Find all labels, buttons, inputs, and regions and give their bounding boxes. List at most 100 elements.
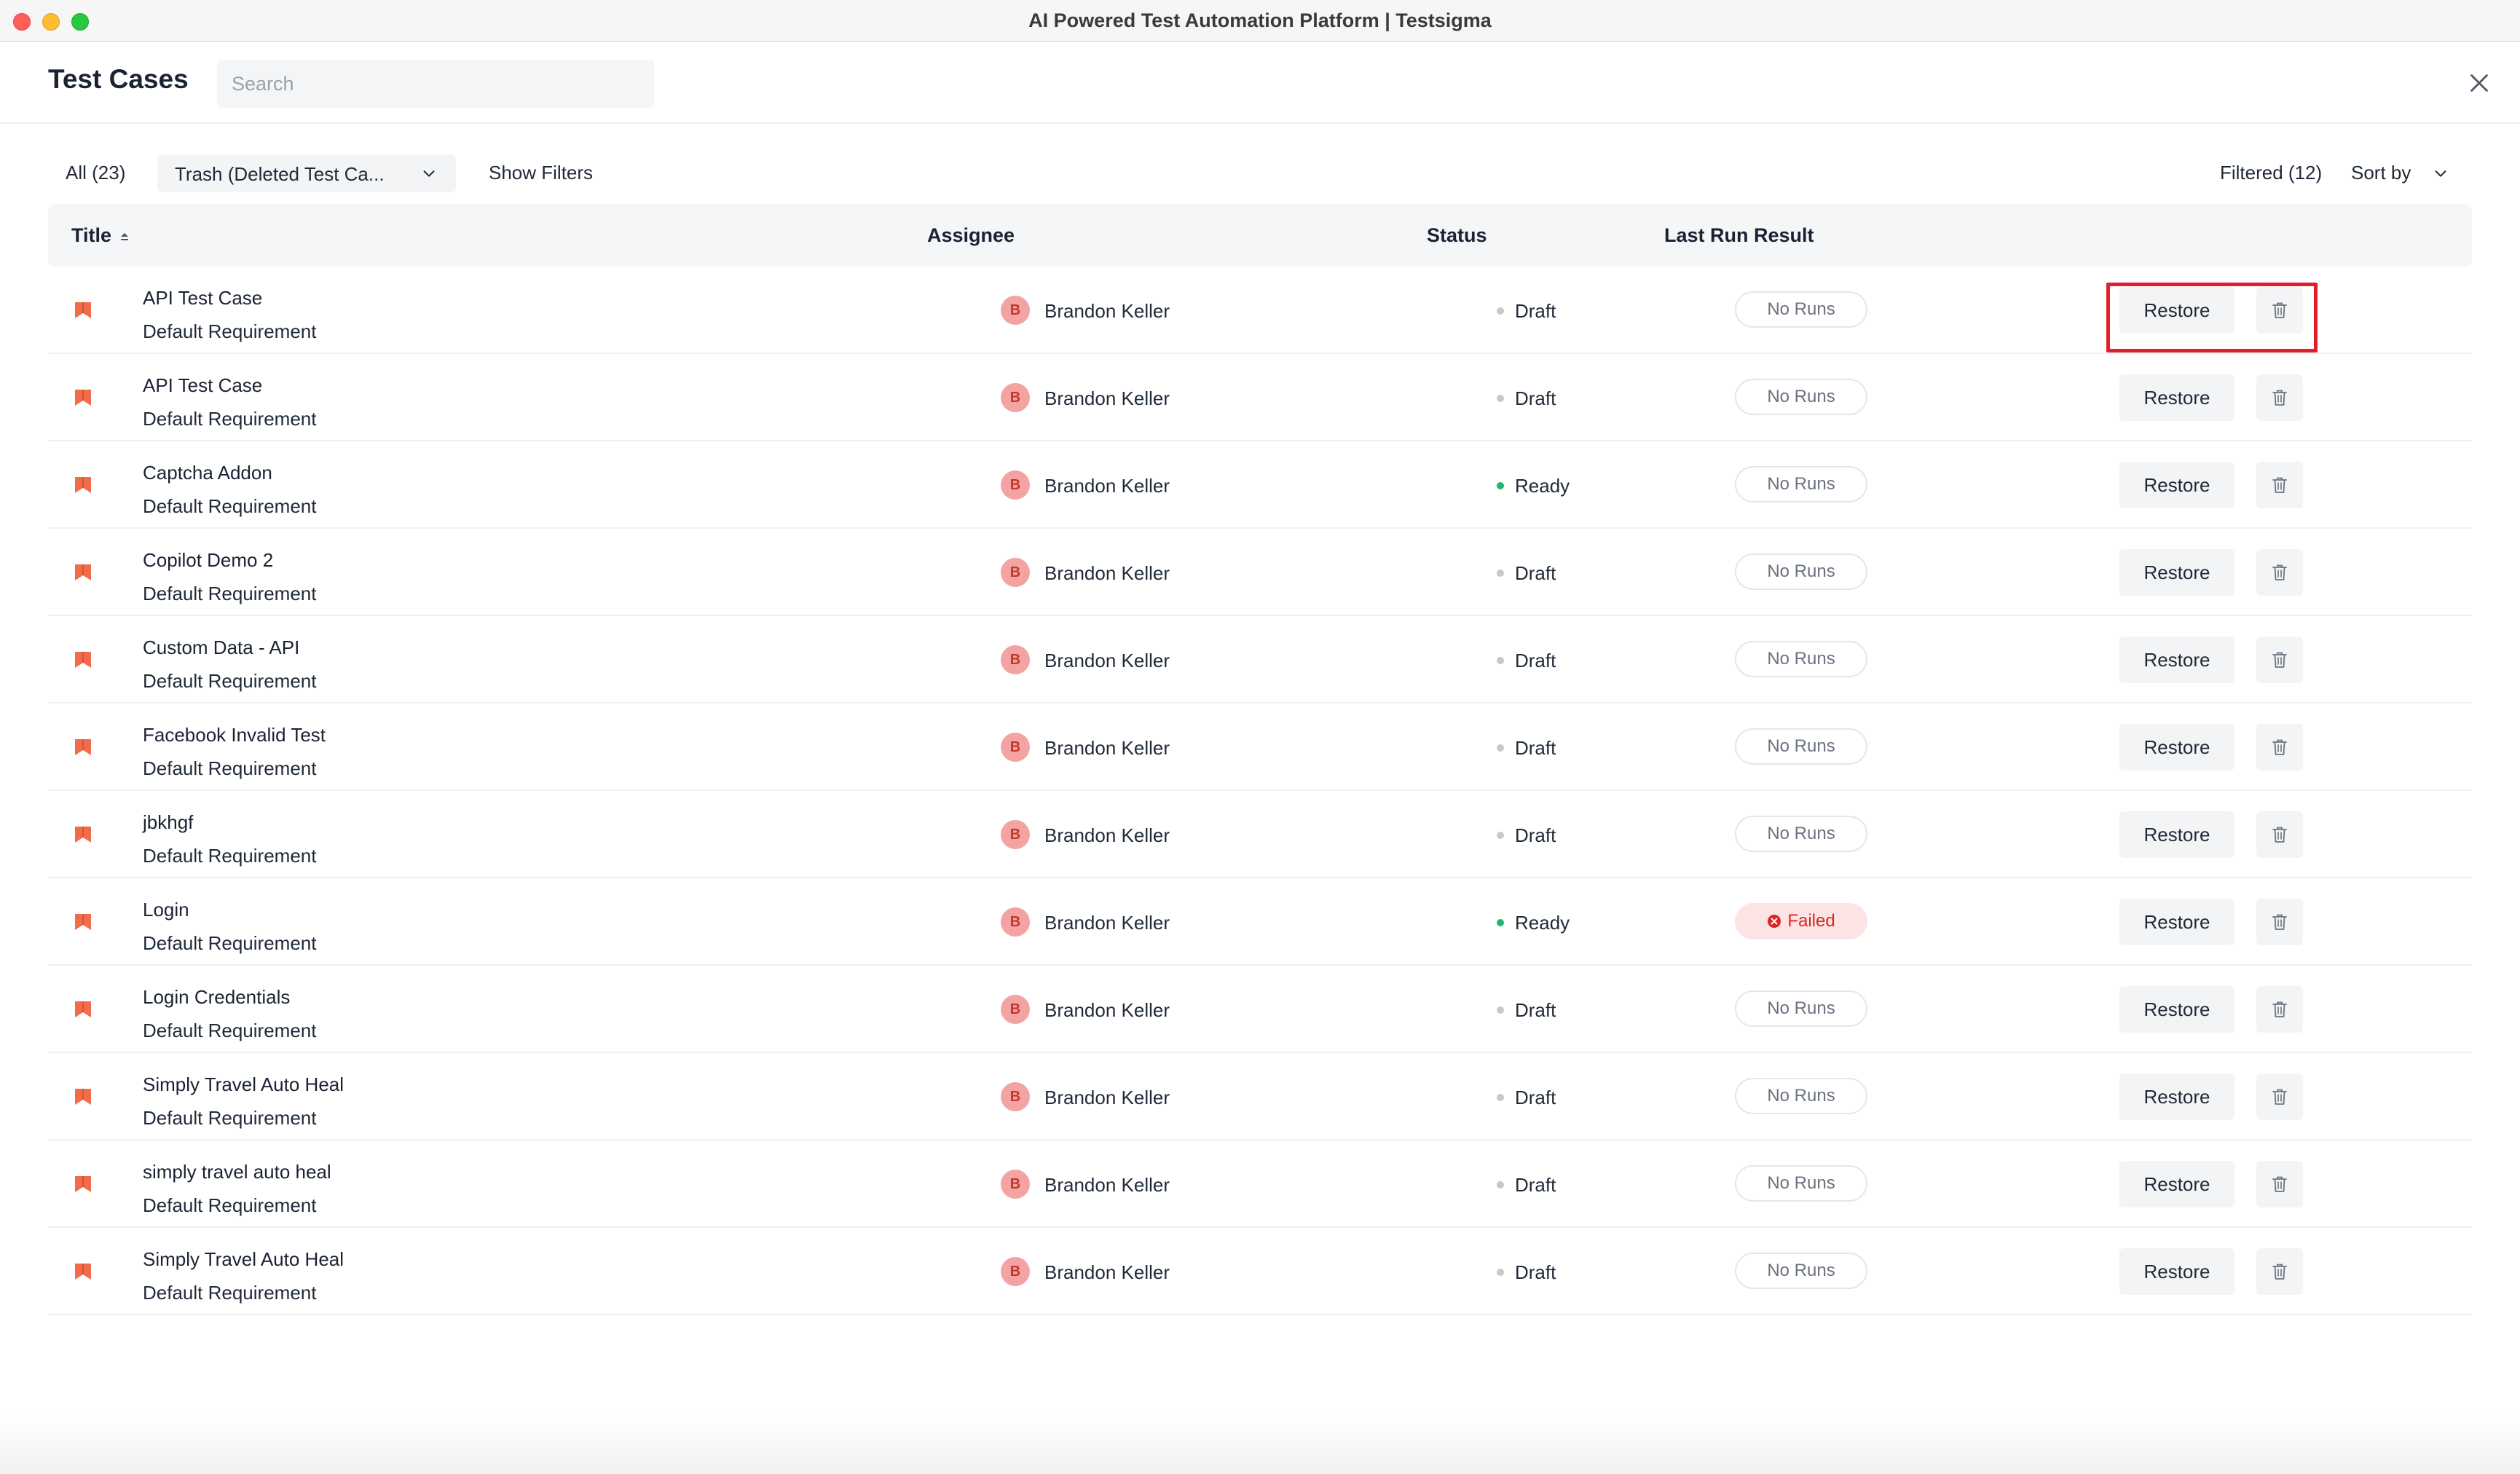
delete-button[interactable]: [2256, 549, 2303, 596]
close-icon[interactable]: [2466, 70, 2492, 96]
zoom-window-button[interactable]: [71, 13, 89, 31]
trash-icon: [2272, 477, 2287, 493]
avatar: B: [1001, 733, 1030, 762]
restore-button[interactable]: Restore: [2119, 1248, 2234, 1295]
restore-button[interactable]: Restore: [2119, 636, 2234, 683]
avatar: B: [1001, 995, 1030, 1024]
test-case-title[interactable]: Captcha Addon: [143, 462, 272, 484]
restore-button[interactable]: Restore: [2119, 1073, 2234, 1120]
assignee-name: Brandon Keller: [1044, 999, 1170, 1021]
sort-by-button[interactable]: Sort by: [2351, 162, 2411, 184]
delete-button[interactable]: [2256, 462, 2303, 508]
test-case-title[interactable]: API Test Case: [143, 374, 263, 396]
status-text: Draft: [1515, 562, 1556, 584]
show-filters-button[interactable]: Show Filters: [489, 162, 594, 184]
table-row[interactable]: Login Credentials Default Requirement B Bra…: [48, 966, 2472, 1053]
status-dot: [1497, 1006, 1504, 1014]
delete-button[interactable]: [2256, 287, 2303, 334]
chevron-down-icon[interactable]: [2433, 165, 2449, 181]
bookmark-icon: [75, 477, 91, 493]
delete-button[interactable]: [2256, 636, 2303, 683]
table-row[interactable]: jbkhgf Default Requirement B Brandon Keller…: [48, 791, 2472, 878]
test-case-requirement: Default Requirement: [143, 320, 317, 342]
view-select[interactable]: Trash (Deleted Test Ca...: [157, 154, 456, 192]
restore-button[interactable]: Restore: [2119, 374, 2234, 421]
sort-ascending-icon[interactable]: [117, 229, 132, 244]
status-dot: [1497, 482, 1504, 489]
restore-button[interactable]: Restore: [2119, 287, 2234, 334]
table-row[interactable]: Simply Travel Auto Heal Default Requireme…: [48, 1228, 2472, 1315]
table-row[interactable]: Copilot Demo 2 Default Requirement B Brando…: [48, 529, 2472, 616]
test-case-title[interactable]: API Test Case: [143, 287, 263, 309]
restore-button[interactable]: Restore: [2119, 724, 2234, 770]
table-row[interactable]: Login Default Requirement B Brandon Keller R…: [48, 878, 2472, 966]
bookmark-icon: [75, 914, 91, 930]
last-run-text: No Runs: [1767, 824, 1835, 843]
avatar: B: [1001, 1257, 1030, 1286]
avatar: B: [1001, 907, 1030, 937]
test-case-title[interactable]: simply travel auto heal: [143, 1161, 331, 1183]
table-row[interactable]: Custom Data - API Default Requirement B Bra…: [48, 616, 2472, 704]
table-row[interactable]: Simply Travel Auto Heal Default Requireme…: [48, 1053, 2472, 1140]
test-case-requirement: Default Requirement: [143, 845, 317, 867]
last-run-text: Failed: [1787, 911, 1835, 931]
trash-icon: [2272, 827, 2287, 843]
test-case-title[interactable]: Login: [143, 899, 189, 921]
last-run-badge: Failed: [1735, 903, 1867, 939]
page-header: Test Cases: [0, 42, 2520, 124]
last-run-badge: No Runs: [1735, 1078, 1867, 1114]
status-text: Draft: [1515, 824, 1556, 846]
window-bottom-edge: [0, 1413, 2520, 1474]
test-case-title[interactable]: Login Credentials: [143, 986, 291, 1008]
delete-button[interactable]: [2256, 1161, 2303, 1207]
table-row[interactable]: API Test Case Default Requirement B Brandon…: [48, 354, 2472, 441]
search-input[interactable]: [217, 60, 654, 108]
bookmark-icon: [75, 1264, 91, 1280]
trash-icon: [2272, 564, 2287, 580]
table-row[interactable]: simply travel auto heal Default Requireme…: [48, 1140, 2472, 1228]
table-row[interactable]: API Test Case Default Requirement B Brandon…: [48, 267, 2472, 354]
last-run-text: No Runs: [1767, 561, 1835, 581]
delete-button[interactable]: [2256, 374, 2303, 421]
test-case-title[interactable]: Simply Travel Auto Heal: [143, 1073, 344, 1095]
all-tab[interactable]: All (23): [66, 162, 126, 184]
status-dot: [1497, 1181, 1504, 1189]
test-case-title[interactable]: Facebook Invalid Test: [143, 724, 326, 746]
test-case-title[interactable]: Copilot Demo 2: [143, 549, 274, 571]
delete-button[interactable]: [2256, 899, 2303, 945]
delete-button[interactable]: [2256, 986, 2303, 1033]
restore-button[interactable]: Restore: [2119, 1161, 2234, 1207]
delete-button[interactable]: [2256, 1248, 2303, 1295]
test-case-title[interactable]: Simply Travel Auto Heal: [143, 1248, 344, 1270]
assignee-name: Brandon Keller: [1044, 1261, 1170, 1283]
close-window-button[interactable]: [13, 13, 31, 31]
table-row[interactable]: Captcha Addon Default Requirement B Brandon…: [48, 441, 2472, 529]
column-status: Status: [1427, 224, 1487, 246]
restore-button[interactable]: Restore: [2119, 549, 2234, 596]
restore-button[interactable]: Restore: [2119, 811, 2234, 858]
delete-button[interactable]: [2256, 811, 2303, 858]
trash-icon: [2272, 1001, 2287, 1017]
filtered-count: Filtered (12): [2220, 162, 2323, 184]
bookmark-icon: [75, 390, 91, 406]
trash-icon: [2272, 652, 2287, 668]
delete-button[interactable]: [2256, 1073, 2303, 1120]
test-case-title[interactable]: Custom Data - API: [143, 636, 300, 658]
test-case-title[interactable]: jbkhgf: [143, 811, 194, 833]
last-run-badge: No Runs: [1735, 641, 1867, 677]
restore-button[interactable]: Restore: [2119, 899, 2234, 945]
status-text: Draft: [1515, 999, 1556, 1021]
avatar: B: [1001, 383, 1030, 412]
avatar: B: [1001, 1170, 1030, 1199]
restore-button[interactable]: Restore: [2119, 462, 2234, 508]
last-run-badge: No Runs: [1735, 990, 1867, 1027]
delete-button[interactable]: [2256, 724, 2303, 770]
table-header: Title Assignee Status Last Run Result: [48, 204, 2472, 267]
last-run-badge: No Runs: [1735, 466, 1867, 502]
restore-button[interactable]: Restore: [2119, 986, 2234, 1033]
column-title[interactable]: Title: [71, 224, 132, 247]
minimize-window-button[interactable]: [42, 13, 60, 31]
table-row[interactable]: Facebook Invalid Test Default Requirement…: [48, 704, 2472, 791]
bookmark-icon: [75, 827, 91, 843]
last-run-badge: No Runs: [1735, 379, 1867, 415]
